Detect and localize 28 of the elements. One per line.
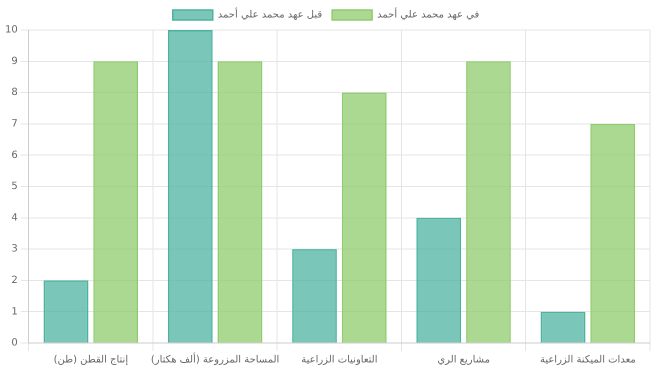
y-tick-label: 2 xyxy=(11,274,18,286)
bar xyxy=(466,61,511,342)
x-tick-label: إنتاج القطن (طن) xyxy=(54,354,128,366)
legend-label: في عهد محمد علي أحمد xyxy=(377,8,480,21)
y-tick-label: 10 xyxy=(4,24,18,36)
bar xyxy=(292,249,337,342)
y-tick-label: 5 xyxy=(11,181,18,192)
bar xyxy=(540,312,586,342)
x-tick-label: التعاونيات الزراعية xyxy=(301,354,378,366)
legend-label: قبل عهد محمد علي أحمد xyxy=(218,8,322,21)
y-tick-label: 7 xyxy=(11,118,18,130)
bar xyxy=(218,61,262,342)
bar xyxy=(342,92,387,342)
bar xyxy=(416,218,462,342)
bar xyxy=(590,124,636,342)
bar xyxy=(44,280,88,342)
y-tick-label: 6 xyxy=(11,150,18,161)
x-tick-label: المساحة المزروعة (ألف هكتار) xyxy=(150,352,280,366)
bar xyxy=(93,61,138,342)
y-tick-label: 4 xyxy=(11,212,18,224)
x-tick-label: معدات الميكنة الزراعية xyxy=(540,354,636,366)
bar xyxy=(168,30,213,342)
y-tick-label: 8 xyxy=(11,87,18,98)
y-tick-label: 3 xyxy=(11,244,18,255)
y-tick-label: 1 xyxy=(11,306,18,318)
y-tick-label: 9 xyxy=(11,56,18,67)
y-tick-label: 0 xyxy=(11,338,18,349)
x-tick-label: مشاريع الري xyxy=(437,354,490,366)
